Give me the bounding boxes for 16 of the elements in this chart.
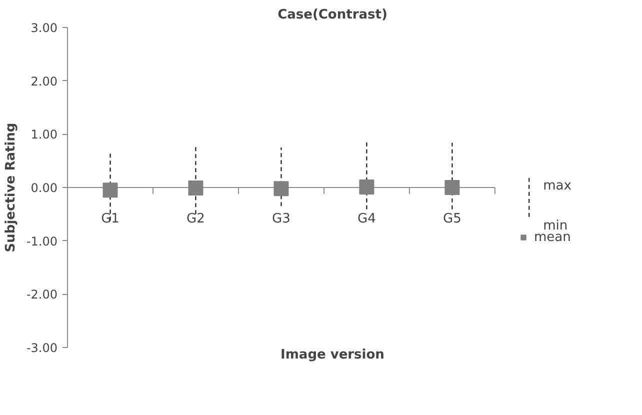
y-tick-label: 3.00 (30, 21, 58, 35)
x-tick-label: G4 (358, 212, 376, 226)
y-tick-label: 2.00 (30, 74, 58, 88)
y-axis-title: Subjective Rating (3, 122, 18, 252)
x-tick-label: G5 (443, 212, 462, 226)
y-tick-label: 0.00 (30, 181, 58, 195)
text: max (543, 178, 572, 194)
y-tick-label: -2.00 (26, 288, 58, 302)
y-tick-label: -3.00 (26, 341, 58, 355)
x-tick-label: G3 (272, 212, 290, 226)
chart-title: Case(Contrast) (278, 8, 388, 22)
y-tick-label: -1.00 (26, 234, 58, 248)
x-axis-title: Image version (280, 348, 384, 362)
x-tick-label: G1 (101, 212, 120, 226)
x-tick-label: G2 (186, 212, 205, 226)
y-tick-label: 1.00 (30, 128, 58, 142)
